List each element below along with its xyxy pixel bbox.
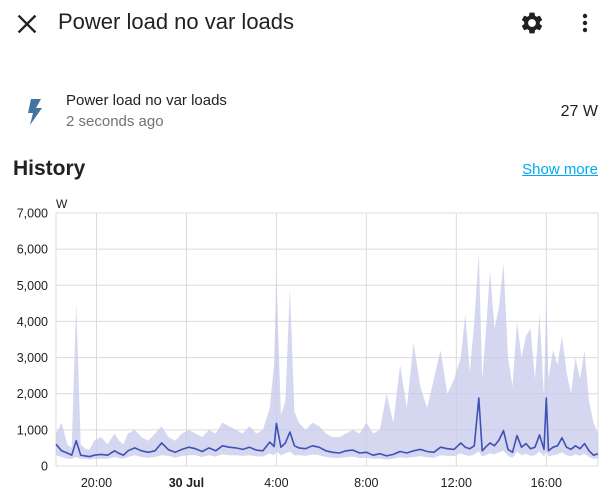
x-tick-label: 12:00 <box>441 476 472 490</box>
y-axis-unit-label: W <box>56 197 68 211</box>
y-tick-label: 3,000 <box>17 351 48 365</box>
chart-series <box>55 397 599 458</box>
y-tick-label: 2,000 <box>17 387 48 401</box>
dialog-title: Power load no var loads <box>58 9 295 34</box>
gear-icon[interactable] <box>519 10 545 36</box>
show-more-link[interactable]: Show more <box>522 161 598 178</box>
min-max-band <box>56 252 598 460</box>
y-tick-label: 6,000 <box>17 243 48 257</box>
y-tick-label: 7,000 <box>17 207 48 221</box>
more-vertical-icon[interactable] <box>574 10 596 36</box>
flash-icon <box>28 99 42 125</box>
history-chart[interactable]: 0 1,000 2,000 3,000 4,000 5,000 6,000 7,000 20:… <box>0 192 614 499</box>
x-tick-label: 30 Jul <box>169 476 204 490</box>
y-axis-ticks: 0 1,000 2,000 3,000 4,000 5,000 6,000 7,000 <box>17 207 48 474</box>
x-tick-label: 20:00 <box>81 476 112 490</box>
x-tick-label: 16:00 <box>531 476 562 490</box>
chart-band <box>56 252 598 460</box>
entity-state: 27 W <box>560 103 598 120</box>
y-tick-label: 1,000 <box>17 423 48 437</box>
dialog-header: Power load no var loads <box>0 0 614 48</box>
y-tick-label: 4,000 <box>17 315 48 329</box>
y-tick-label: 5,000 <box>17 279 48 293</box>
x-tick-label: 8:00 <box>354 476 378 490</box>
x-axis-ticks: 20:00 30 Jul 4:00 8:00 12:00 16:00 <box>81 476 562 490</box>
entity-row: Power load no var loads 2 seconds ago 27… <box>0 86 614 138</box>
x-tick-label: 4:00 <box>264 476 288 490</box>
entity-last-changed: 2 seconds ago <box>66 113 164 130</box>
y-tick-label: 0 <box>41 460 48 474</box>
history-heading: History <box>13 157 86 180</box>
entity-name: Power load no var loads <box>66 92 227 109</box>
close-icon[interactable] <box>14 11 40 37</box>
power-line <box>55 397 599 458</box>
